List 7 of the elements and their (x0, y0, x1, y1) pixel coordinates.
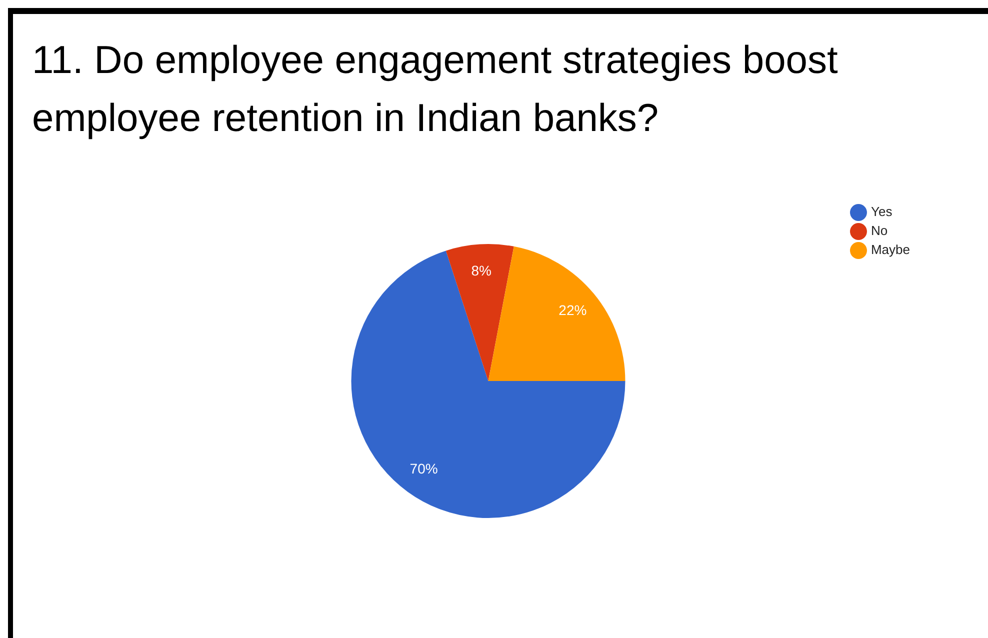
data-label: 8% (471, 262, 492, 278)
legend-label: No (870, 223, 888, 238)
chart-title: 11. Do employee engagement strategies boost employee retention in Indian banks? (32, 38, 839, 142)
data-label: 22% (558, 302, 587, 318)
legend-label: Maybe (870, 242, 910, 258)
data-label: 70% (410, 460, 438, 477)
legend-label: Yes (870, 204, 893, 220)
